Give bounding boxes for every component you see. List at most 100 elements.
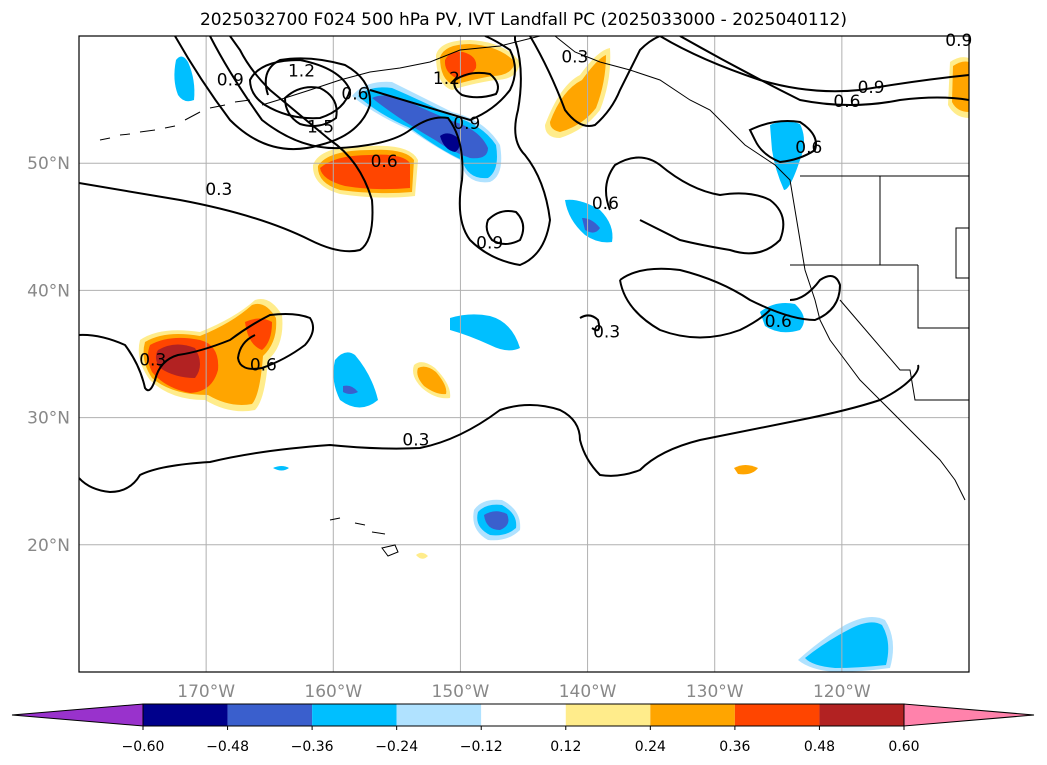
contour-0p6 <box>209 36 552 267</box>
colorbar-tick-label: −0.12 <box>460 739 503 755</box>
colorbar-segment <box>396 704 482 726</box>
lon-tick-label: 160°W <box>304 682 362 702</box>
contour-label: 0.9 <box>453 114 480 134</box>
negative-anomaly-south-inner <box>805 622 889 668</box>
contour-label: 0.9 <box>476 233 503 253</box>
colorbar-tick-label: 0.12 <box>550 739 581 755</box>
colorbar-tick-label: −0.36 <box>291 739 334 755</box>
contour-0p9-loop <box>174 36 372 151</box>
lon-tick-label: 150°W <box>432 682 490 702</box>
lon-tick-label: 140°W <box>559 682 617 702</box>
lon-tick-label: 120°W <box>813 682 871 702</box>
lat-tick-label: 20°N <box>27 536 70 556</box>
colorbar-outline <box>142 703 905 727</box>
contour-label: 0.3 <box>205 180 232 200</box>
negative-anomaly-gulf-core <box>440 133 460 152</box>
positive-anomaly-east-inner <box>952 61 969 112</box>
map-frame <box>78 35 970 673</box>
contour-0p6-bc <box>748 120 817 164</box>
colorbar-extend-low <box>11 703 144 727</box>
negative-anomaly-central <box>450 314 520 351</box>
contour-label: 0.3 <box>402 430 429 450</box>
contour-0p6-east <box>619 267 842 322</box>
contour-label: 0.6 <box>833 92 860 112</box>
colorbar-tick-label: 0.48 <box>804 739 835 755</box>
hawaii-islands <box>329 517 399 557</box>
negative-anomaly-southwest-core <box>343 385 358 394</box>
contour-label: 0.6 <box>765 312 792 332</box>
contour-0p3-southern <box>79 364 920 494</box>
colorbar-segment <box>481 704 566 726</box>
colorbar: −0.60 −0.48 −0.36 −0.24 −0.12 0.12 0.24 0.36 0.4… <box>11 703 1035 755</box>
contour-0p9-east <box>659 36 969 93</box>
negative-anomaly-tiny <box>273 466 289 471</box>
contour-labels: 0.30.9 1.21.50.60.91.20.60.90.30.60.60.30… <box>139 31 972 450</box>
lat-tick-label: 40°N <box>27 281 70 301</box>
gridlines <box>79 36 969 672</box>
negative-anomaly-mid-core <box>582 218 600 233</box>
negative-anomaly-northwest <box>174 56 195 102</box>
latitude-tick-labels: 50°N 40°N 30°N 20°N <box>27 154 70 556</box>
colorbar-segment <box>143 704 228 726</box>
contour-0p6-canada <box>679 36 969 106</box>
contour-label: 0.3 <box>139 350 166 370</box>
state-border-4 <box>839 299 969 401</box>
colorbar-segment <box>565 704 651 726</box>
colorbar-segment <box>650 704 735 726</box>
positive-anomaly-west-north <box>245 318 272 350</box>
state-border-5 <box>955 227 969 279</box>
colorbar-segment <box>734 704 820 726</box>
colorbar-segment <box>819 704 904 726</box>
colorbar-tick-label: −0.60 <box>122 739 165 755</box>
contour-1p2-gulf <box>453 71 499 99</box>
contour-label: 0.9 <box>858 78 885 98</box>
contour-0p6-mid <box>605 156 785 255</box>
colorbar-tick-label: 0.36 <box>719 739 750 755</box>
lon-tick-label: 130°W <box>686 682 744 702</box>
longitude-tick-labels: 170°W 160°W 150°W 140°W 130°W 120°W <box>177 682 871 702</box>
contour-1p5 <box>283 86 338 127</box>
contour-0p9-small <box>485 210 525 245</box>
contour-label: 0.3 <box>561 48 588 68</box>
contour-0p3-coast <box>529 36 661 127</box>
negative-anomaly-bc <box>770 121 804 190</box>
alaska-coastline <box>261 36 966 501</box>
positive-anomaly-tiny-hawaii <box>416 552 428 559</box>
contour-label: 0.3 <box>593 322 620 342</box>
contour-label: 1.5 <box>307 118 334 138</box>
negative-anomaly-southwest <box>333 352 378 408</box>
colorbar-tick-label: 0.60 <box>888 739 919 755</box>
contour-label: 0.9 <box>945 31 972 51</box>
contour-label: 0.6 <box>592 194 619 214</box>
lat-tick-label: 30°N <box>27 409 70 429</box>
colorbar-tick-label: −0.24 <box>375 739 418 755</box>
map-title: 2025032700 F024 500 hPa PV, IVT Landfall… <box>199 10 847 30</box>
state-border-3 <box>879 176 969 329</box>
contour-0p3-north <box>79 36 374 253</box>
colorbar-extend-high <box>903 703 1035 727</box>
contour-label: 0.6 <box>250 355 277 375</box>
contour-label: 1.2 <box>433 69 460 89</box>
contour-label: 0.9 <box>217 71 244 91</box>
colorbar-tick-label: −0.48 <box>206 739 249 755</box>
contour-label: 0.6 <box>795 138 822 158</box>
positive-anomaly-small-inner <box>417 366 447 395</box>
colorbar-segment <box>227 704 313 726</box>
pv-contours <box>79 36 969 494</box>
contour-label: 0.6 <box>341 85 368 105</box>
contour-label: 0.6 <box>371 152 398 172</box>
negative-anomaly-hawaii-core <box>484 511 509 530</box>
contour-label: 1.2 <box>288 62 315 82</box>
contour-0p3-small <box>579 314 601 332</box>
contour-0p3-west <box>79 313 315 392</box>
lon-tick-label: 170°W <box>177 682 235 702</box>
contour-1p2 <box>248 58 352 120</box>
contour-0p9-gulf <box>369 36 516 122</box>
aleutian-islands <box>99 99 251 141</box>
colorbar-tick-label: 0.24 <box>635 739 666 755</box>
colorbar-segment <box>312 704 397 726</box>
coastlines <box>99 36 969 557</box>
lat-tick-label: 50°N <box>27 154 70 174</box>
positive-anomaly-coast-inner <box>550 55 606 132</box>
